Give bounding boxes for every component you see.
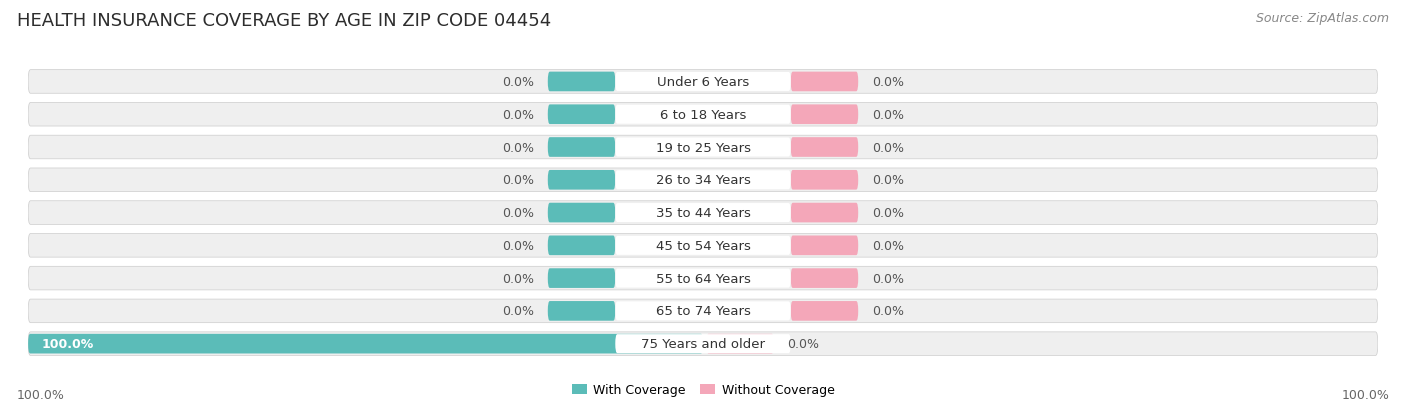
Text: 0.0%: 0.0% [502, 239, 534, 252]
FancyBboxPatch shape [548, 268, 616, 288]
FancyBboxPatch shape [548, 72, 616, 92]
FancyBboxPatch shape [706, 334, 773, 354]
Text: 45 to 54 Years: 45 to 54 Years [655, 239, 751, 252]
Text: 0.0%: 0.0% [872, 272, 904, 285]
FancyBboxPatch shape [616, 301, 790, 320]
FancyBboxPatch shape [28, 71, 1378, 94]
Text: Source: ZipAtlas.com: Source: ZipAtlas.com [1256, 12, 1389, 25]
Text: 6 to 18 Years: 6 to 18 Years [659, 109, 747, 121]
FancyBboxPatch shape [790, 268, 858, 288]
FancyBboxPatch shape [548, 105, 616, 125]
Text: 55 to 64 Years: 55 to 64 Years [655, 272, 751, 285]
FancyBboxPatch shape [790, 105, 858, 125]
FancyBboxPatch shape [28, 103, 1378, 127]
Text: 100.0%: 100.0% [17, 388, 65, 401]
Text: 0.0%: 0.0% [872, 206, 904, 220]
FancyBboxPatch shape [790, 171, 858, 190]
FancyBboxPatch shape [28, 299, 1378, 323]
FancyBboxPatch shape [28, 201, 1378, 225]
FancyBboxPatch shape [548, 171, 616, 190]
FancyBboxPatch shape [28, 332, 1378, 356]
FancyBboxPatch shape [28, 267, 1378, 290]
Text: 26 to 34 Years: 26 to 34 Years [655, 174, 751, 187]
FancyBboxPatch shape [790, 203, 858, 223]
Text: 0.0%: 0.0% [502, 272, 534, 285]
Text: 0.0%: 0.0% [872, 141, 904, 154]
Text: 0.0%: 0.0% [502, 206, 534, 220]
Text: 0.0%: 0.0% [872, 109, 904, 121]
Text: 35 to 44 Years: 35 to 44 Years [655, 206, 751, 220]
Text: 100.0%: 100.0% [1341, 388, 1389, 401]
Text: HEALTH INSURANCE COVERAGE BY AGE IN ZIP CODE 04454: HEALTH INSURANCE COVERAGE BY AGE IN ZIP … [17, 12, 551, 30]
Text: 0.0%: 0.0% [502, 174, 534, 187]
Text: 75 Years and older: 75 Years and older [641, 337, 765, 350]
Text: 0.0%: 0.0% [872, 305, 904, 318]
FancyBboxPatch shape [616, 335, 790, 353]
Text: 0.0%: 0.0% [502, 141, 534, 154]
Text: 0.0%: 0.0% [872, 174, 904, 187]
FancyBboxPatch shape [616, 105, 790, 124]
FancyBboxPatch shape [790, 301, 858, 321]
FancyBboxPatch shape [790, 236, 858, 256]
Text: 0.0%: 0.0% [872, 76, 904, 89]
FancyBboxPatch shape [548, 301, 616, 321]
FancyBboxPatch shape [616, 269, 790, 288]
Text: 0.0%: 0.0% [787, 337, 820, 350]
FancyBboxPatch shape [616, 73, 790, 92]
FancyBboxPatch shape [616, 236, 790, 255]
FancyBboxPatch shape [28, 169, 1378, 192]
Text: 65 to 74 Years: 65 to 74 Years [655, 305, 751, 318]
Text: 100.0%: 100.0% [42, 337, 94, 350]
Text: 0.0%: 0.0% [502, 109, 534, 121]
Text: 0.0%: 0.0% [872, 239, 904, 252]
Text: 0.0%: 0.0% [502, 76, 534, 89]
FancyBboxPatch shape [616, 171, 790, 190]
FancyBboxPatch shape [548, 236, 616, 256]
FancyBboxPatch shape [548, 138, 616, 157]
FancyBboxPatch shape [616, 138, 790, 157]
FancyBboxPatch shape [790, 72, 858, 92]
FancyBboxPatch shape [616, 204, 790, 223]
FancyBboxPatch shape [28, 234, 1378, 258]
Legend: With Coverage, Without Coverage: With Coverage, Without Coverage [567, 378, 839, 401]
Text: Under 6 Years: Under 6 Years [657, 76, 749, 89]
FancyBboxPatch shape [28, 334, 703, 354]
Text: 0.0%: 0.0% [502, 305, 534, 318]
FancyBboxPatch shape [28, 136, 1378, 159]
Text: 19 to 25 Years: 19 to 25 Years [655, 141, 751, 154]
FancyBboxPatch shape [548, 203, 616, 223]
FancyBboxPatch shape [790, 138, 858, 157]
